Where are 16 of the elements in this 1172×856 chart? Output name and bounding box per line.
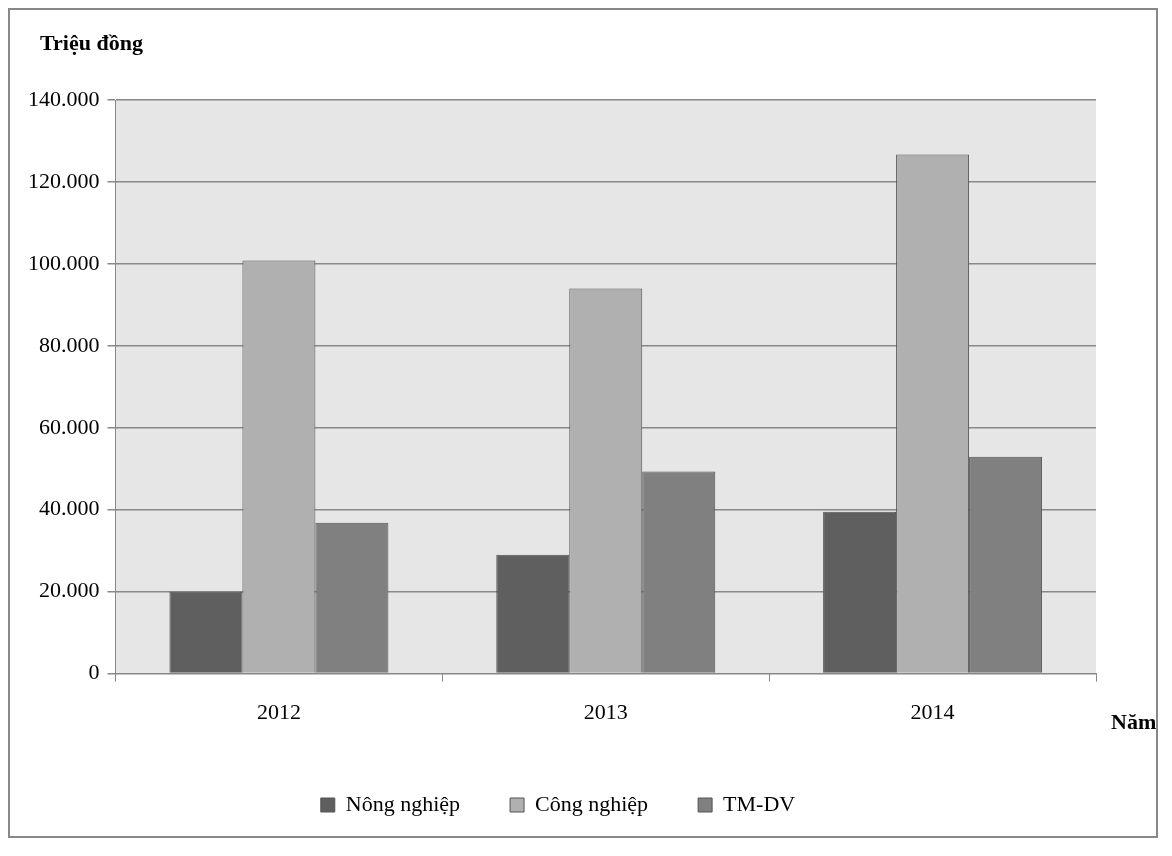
y-tick-label: 140.000 bbox=[28, 85, 100, 111]
y-tick-label: 80.000 bbox=[39, 331, 100, 357]
y-axis-title: Triệu đồng bbox=[40, 29, 143, 55]
x-tick-label: 2014 bbox=[910, 698, 955, 724]
legend-label: TM-DV bbox=[723, 790, 796, 816]
x-axis-title: Năm bbox=[1111, 709, 1157, 735]
legend-label: Công nghiệp bbox=[535, 790, 649, 816]
y-tick-label: 0 bbox=[88, 659, 100, 685]
x-tick-label: 2013 bbox=[583, 698, 628, 724]
y-tick-label: 100.000 bbox=[28, 249, 100, 275]
y-tick-label: 40.000 bbox=[39, 495, 100, 521]
y-tick-label: 60.000 bbox=[39, 413, 100, 439]
y-tick-label: 20.000 bbox=[39, 577, 100, 603]
x-tick-label: 2012 bbox=[256, 698, 301, 724]
y-tick-label: 120.000 bbox=[28, 167, 100, 193]
legend-label: Nông nghiệp bbox=[345, 790, 461, 816]
